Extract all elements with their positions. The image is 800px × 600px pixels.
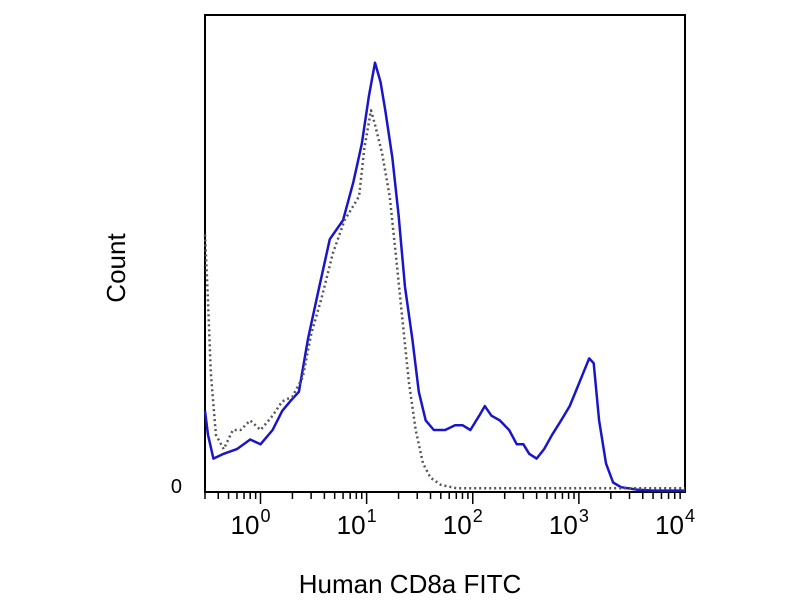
y-zero-label: 0 [171,476,182,498]
series-line-stained [203,61,685,492]
x-tick-label: 102 [443,506,483,540]
x-tick-label: 101 [337,506,377,540]
x-tick-label: 100 [231,506,271,540]
x-axis-ticks: 100 101 102 103 104 [204,492,695,540]
x-axis-label: Human CD8a FITC [299,569,522,599]
x-tick-label: 104 [655,506,695,540]
series-line-control [203,109,685,490]
plot-series [203,61,685,492]
y-axis-label: Count [101,233,131,303]
plot-frame [204,14,686,493]
x-tick-label: 103 [549,506,589,540]
